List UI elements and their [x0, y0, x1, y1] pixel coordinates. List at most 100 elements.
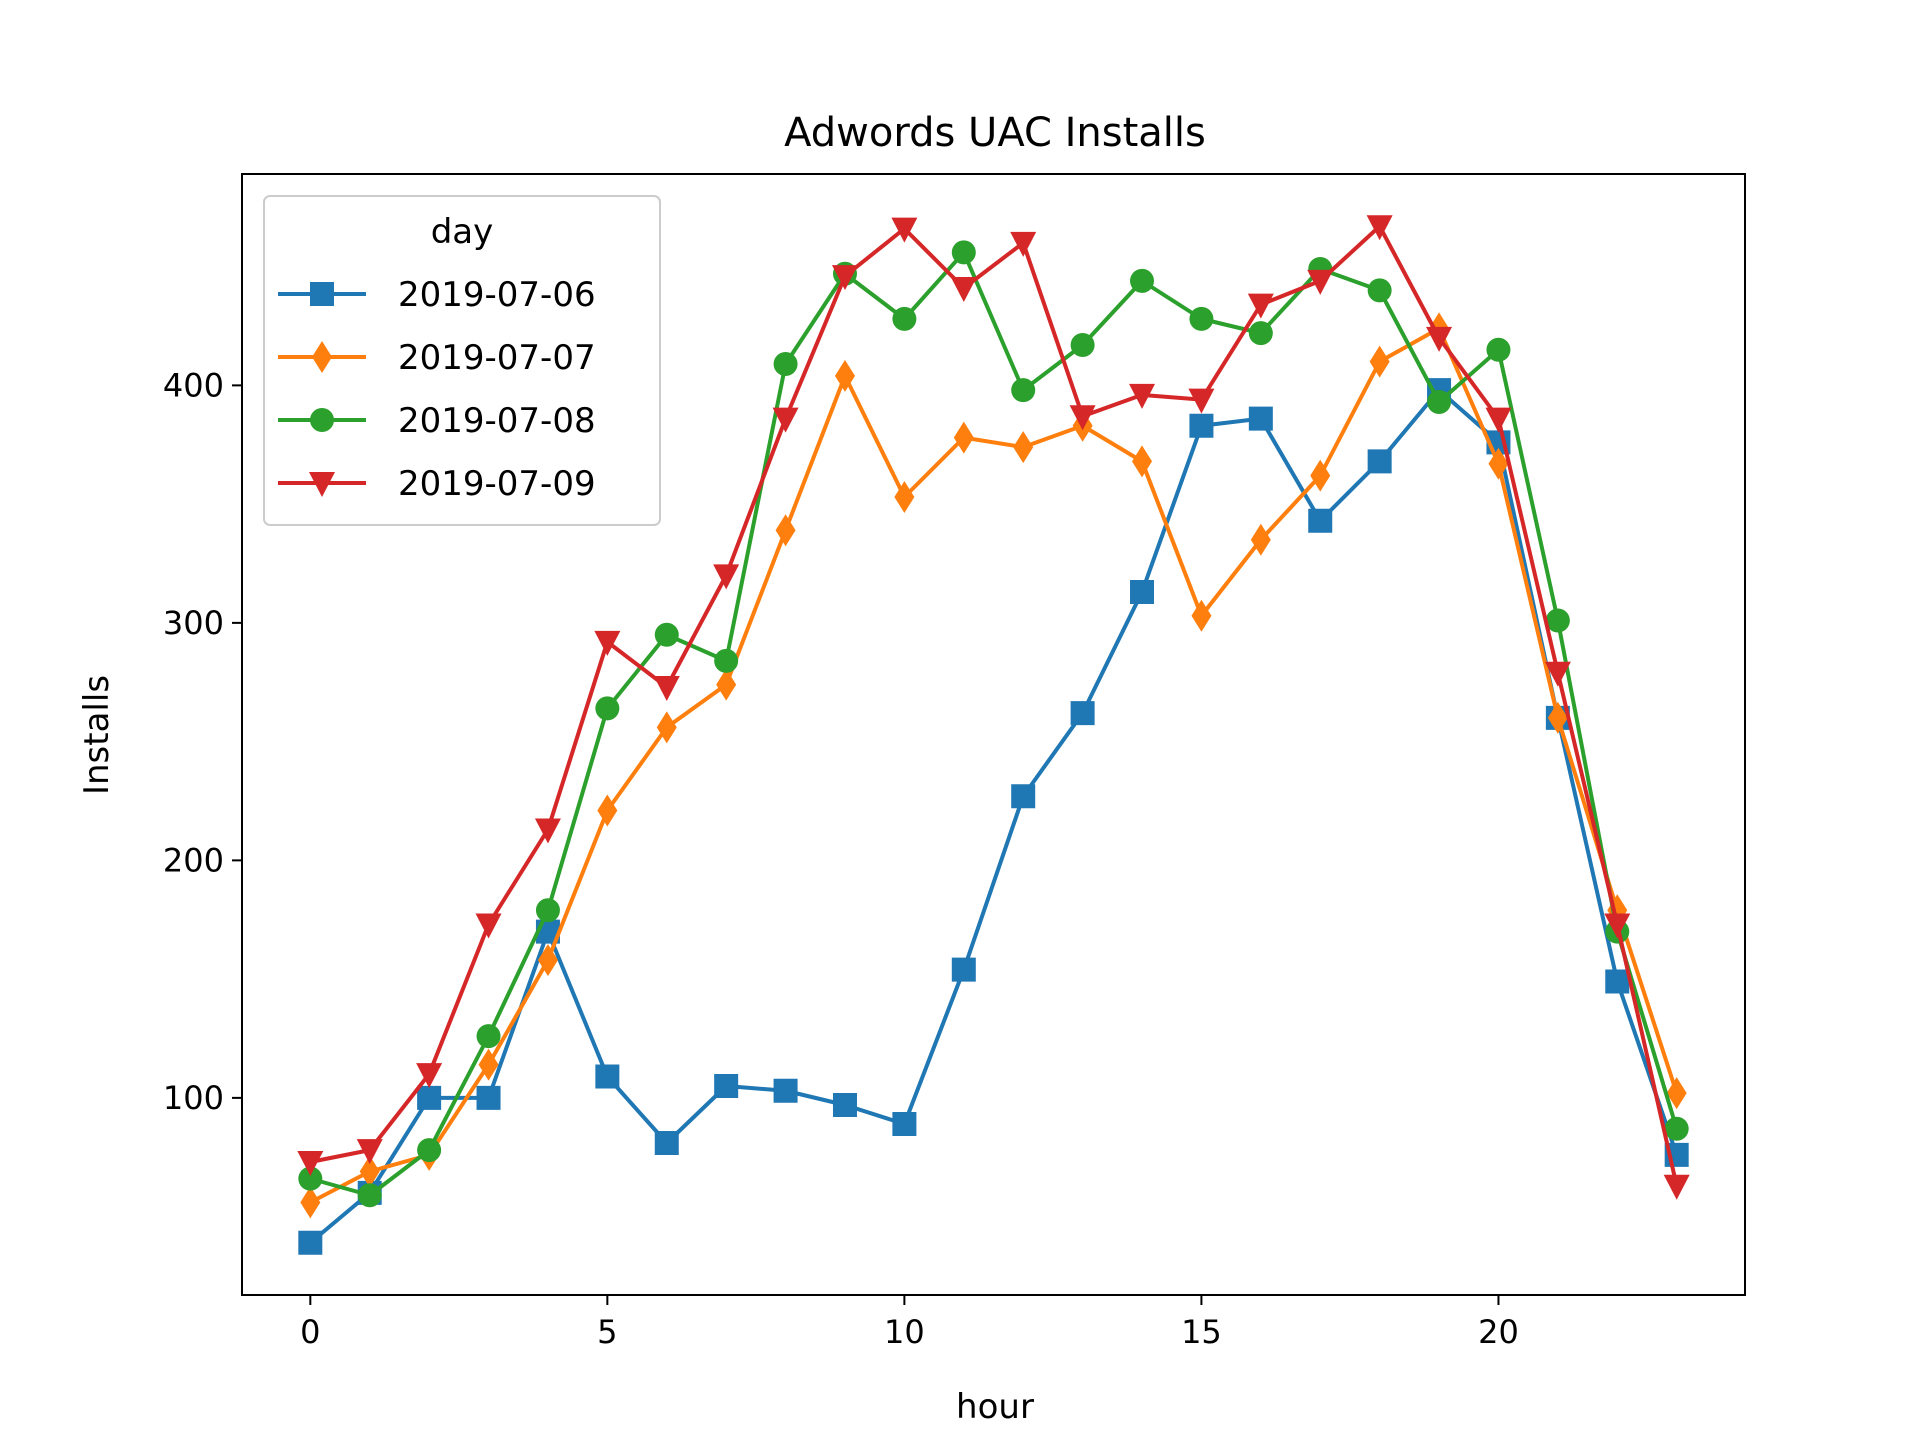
y-tick-label-400: 400	[163, 366, 224, 404]
legend-marker-2019-07-09	[309, 472, 335, 497]
data-point-2019-07-06-hour-7	[714, 1074, 739, 1098]
data-point-2019-07-09-hour-22	[1604, 913, 1631, 939]
legend-marker-2019-07-07	[312, 341, 332, 373]
data-point-2019-07-09-hour-6	[653, 676, 680, 701]
data-point-2019-07-07-hour-11	[953, 421, 974, 454]
legend-marker-2019-07-08	[310, 408, 334, 432]
y-tick-label-200: 200	[163, 841, 224, 879]
chart-title: Adwords UAC Installs	[784, 110, 1206, 156]
x-tick-label-15: 15	[1181, 1313, 1222, 1351]
plot-frame	[241, 173, 1746, 1296]
data-point-2019-07-08-hour-21	[1545, 608, 1570, 633]
data-point-2019-07-08-hour-1	[357, 1183, 382, 1208]
data-point-2019-07-09-hour-18	[1366, 215, 1393, 241]
data-point-2019-07-07-hour-18	[1369, 345, 1390, 378]
series-2019-07-08	[298, 240, 1689, 1208]
data-point-2019-07-06-hour-16	[1248, 406, 1273, 431]
data-point-2019-07-07-hour-9	[834, 359, 855, 392]
legend-box	[263, 195, 661, 526]
data-point-2019-07-09-hour-16	[1247, 293, 1274, 319]
data-point-2019-07-06-hour-3	[476, 1085, 501, 1110]
data-point-2019-07-09-hour-23	[1663, 1174, 1690, 1200]
data-point-2019-07-09-hour-7	[713, 564, 740, 590]
data-point-2019-07-09-hour-5	[594, 630, 621, 656]
x-axis-label: hour	[956, 1387, 1034, 1427]
data-point-2019-07-08-hour-3	[476, 1024, 501, 1049]
x-tick-label-5: 5	[597, 1313, 617, 1351]
plot-area	[297, 215, 1690, 1255]
data-point-2019-07-06-hour-15	[1189, 413, 1214, 438]
data-point-2019-07-08-hour-4	[535, 898, 560, 923]
data-point-2019-07-07-hour-14	[1132, 445, 1153, 478]
x-tick-label-0: 0	[300, 1313, 320, 1351]
legend-label-2019-07-06: 2019-07-06	[398, 275, 596, 315]
data-point-2019-07-07-hour-20	[1488, 447, 1509, 480]
data-point-2019-07-06-hour-9	[832, 1093, 857, 1117]
data-point-2019-07-08-hour-6	[654, 622, 679, 647]
data-point-2019-07-08-hour-0	[298, 1166, 323, 1191]
data-point-2019-07-07-hour-8	[775, 514, 796, 547]
data-point-2019-07-08-hour-18	[1367, 278, 1392, 303]
data-point-2019-07-09-hour-15	[1188, 388, 1215, 414]
data-point-2019-07-08-hour-16	[1248, 321, 1273, 346]
legend: day 2019-07-06 2019-07-07 2019-07-08 2019-0…	[263, 195, 661, 526]
data-point-2019-07-08-hour-15	[1189, 306, 1214, 331]
data-point-2019-07-06-hour-18	[1367, 449, 1392, 474]
data-point-2019-07-07-hour-21	[1547, 701, 1568, 734]
series-2019-07-09	[297, 215, 1690, 1200]
legend-entry-2019-07-07: 2019-07-07	[278, 338, 596, 378]
data-point-2019-07-09-hour-11	[950, 277, 977, 302]
legend-entry-2019-07-06: 2019-07-06	[278, 275, 596, 315]
data-point-2019-07-09-hour-13	[1069, 405, 1096, 431]
x-tick-label-20: 20	[1478, 1313, 1519, 1351]
data-point-2019-07-09-hour-2	[416, 1063, 443, 1089]
data-point-2019-07-09-hour-14	[1129, 383, 1156, 409]
data-point-2019-07-07-hour-6	[656, 711, 677, 744]
data-point-2019-07-08-hour-14	[1130, 268, 1155, 293]
data-point-2019-07-09-hour-12	[1010, 231, 1037, 257]
data-point-2019-07-08-hour-2	[417, 1138, 442, 1163]
data-point-2019-07-08-hour-8	[773, 352, 798, 376]
data-point-2019-07-06-hour-10	[892, 1112, 917, 1136]
data-point-2019-07-08-hour-11	[951, 240, 976, 265]
legend-entry-2019-07-08: 2019-07-08	[278, 401, 596, 441]
data-point-2019-07-07-hour-10	[894, 481, 915, 513]
data-point-2019-07-09-hour-9	[831, 265, 858, 291]
data-point-2019-07-09-hour-0	[297, 1151, 324, 1176]
data-point-2019-07-09-hour-8	[772, 407, 799, 433]
data-point-2019-07-08-hour-19	[1427, 390, 1452, 414]
data-point-2019-07-08-hour-5	[595, 696, 620, 721]
y-tick-label-300: 300	[163, 604, 224, 642]
data-point-2019-07-06-hour-6	[654, 1131, 679, 1155]
data-point-2019-07-06-hour-14	[1130, 580, 1155, 604]
legend-marker-2019-07-06	[310, 282, 334, 306]
y-tick-label-100: 100	[163, 1079, 224, 1117]
data-point-2019-07-07-hour-3	[478, 1048, 499, 1081]
data-point-2019-07-09-hour-3	[475, 913, 502, 939]
data-point-2019-07-07-hour-7	[716, 668, 737, 701]
data-point-2019-07-07-hour-0	[300, 1186, 321, 1219]
data-point-2019-07-06-hour-0	[298, 1230, 323, 1255]
series-line-2019-07-08	[309, 250, 1679, 1198]
data-point-2019-07-07-hour-17	[1310, 459, 1331, 492]
y-axis-label: Installs	[77, 675, 117, 795]
data-point-2019-07-06-hour-22	[1605, 969, 1630, 994]
data-point-2019-07-09-hour-10	[891, 217, 918, 243]
data-point-2019-07-06-hour-13	[1070, 701, 1095, 726]
data-point-2019-07-07-hour-4	[537, 944, 558, 977]
data-point-2019-07-08-hour-20	[1486, 337, 1511, 362]
data-point-2019-07-07-hour-5	[597, 794, 618, 827]
data-point-2019-07-09-hour-1	[356, 1139, 383, 1165]
series-line-2019-07-09	[309, 224, 1679, 1187]
data-point-2019-07-06-hour-11	[951, 957, 976, 982]
data-point-2019-07-09-hour-21	[1544, 661, 1571, 687]
data-point-2019-07-09-hour-20	[1485, 407, 1512, 433]
data-point-2019-07-09-hour-4	[534, 818, 561, 844]
data-point-2019-07-06-hour-8	[773, 1078, 798, 1103]
legend-label-2019-07-09: 2019-07-09	[398, 464, 596, 504]
data-point-2019-07-07-hour-16	[1250, 523, 1271, 556]
legend-title: day	[431, 212, 494, 252]
data-point-2019-07-06-hour-12	[1011, 784, 1036, 809]
data-point-2019-07-06-hour-5	[595, 1064, 620, 1089]
